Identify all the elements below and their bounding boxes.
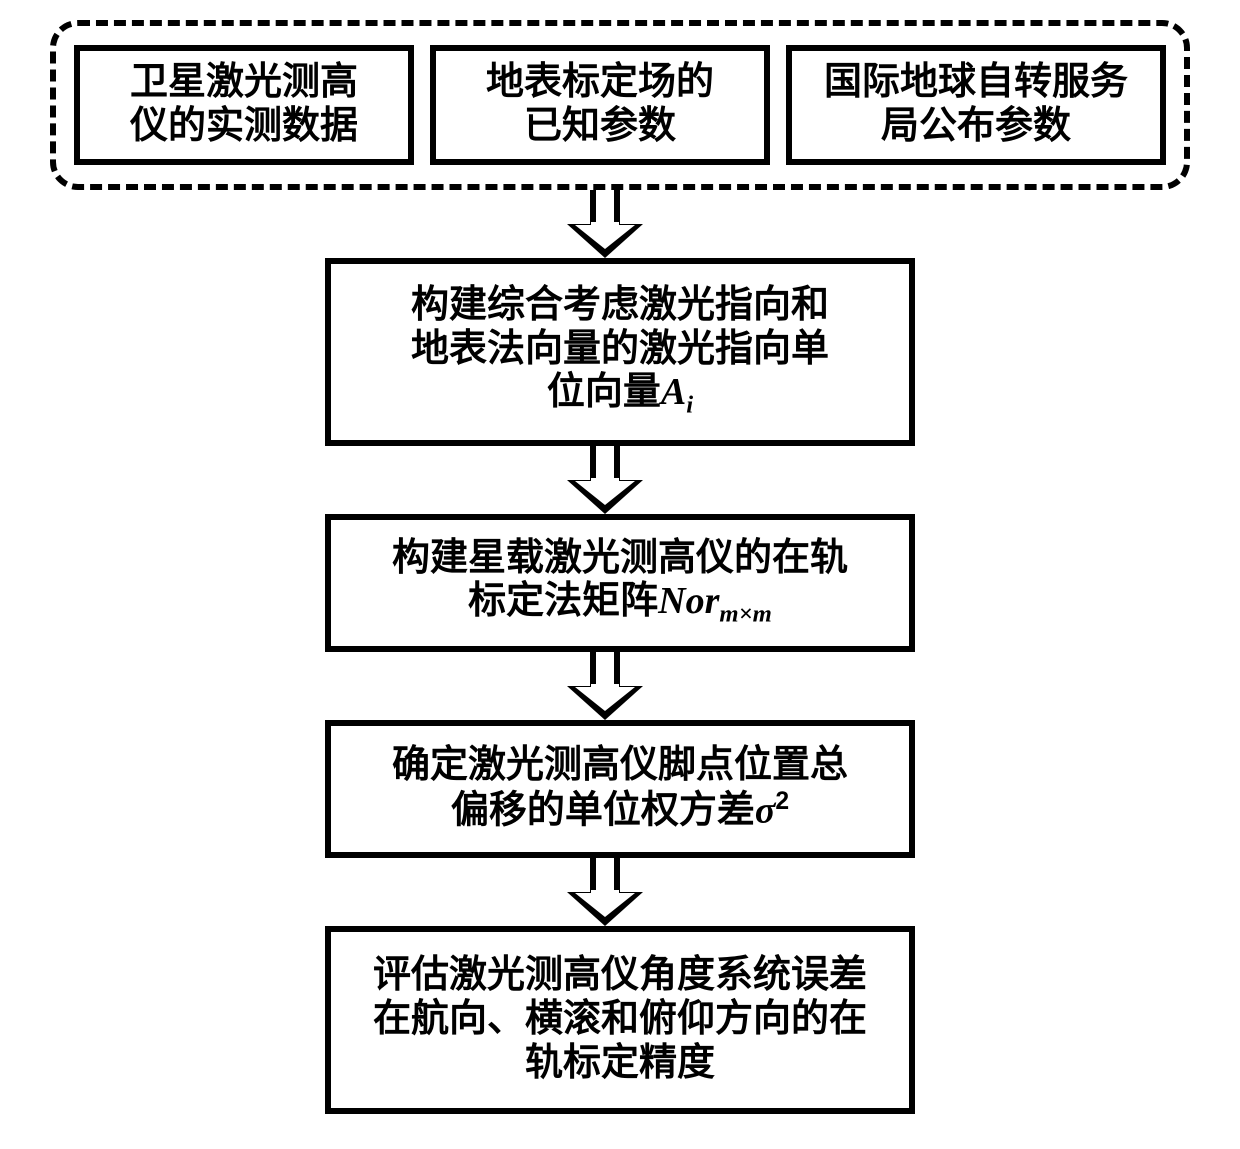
st-1: 构建综合考虑激光指向和地表法向量的激光指向单位向量Ai [325, 258, 915, 446]
in-3: 国际地球自转服务局公布参数 [786, 45, 1166, 165]
ar-1 [567, 190, 643, 224]
in-2: 地表标定场的已知参数 [430, 45, 770, 165]
ar-2 [567, 446, 643, 480]
ar-1-stem [590, 190, 620, 224]
ar-3 [567, 652, 643, 686]
st-1-label: 构建综合考虑激光指向和地表法向量的激光指向单位向量Ai [411, 284, 829, 420]
ar-3-stem [590, 652, 620, 686]
inputs-group: 卫星激光测高仪的实测数据 地表标定场的已知参数 国际地球自转服务局公布参数 [50, 20, 1190, 190]
ar-4 [567, 858, 643, 892]
st-3: 确定激光测高仪脚点位置总偏移的单位权方差σ2 [325, 720, 915, 858]
st-2: 构建星载激光测高仪的在轨标定法矩阵Norm×m [325, 514, 915, 652]
st-3-label: 确定激光测高仪脚点位置总偏移的单位权方差σ2 [392, 744, 848, 833]
in-2-label: 地表标定场的已知参数 [486, 61, 714, 148]
in-3-label: 国际地球自转服务局公布参数 [824, 61, 1128, 148]
ar-2-stem [590, 446, 620, 480]
st-4: 评估激光测高仪角度系统误差在航向、横滚和俯仰方向的在轨标定精度 [325, 926, 915, 1114]
in-1-label: 卫星激光测高仪的实测数据 [130, 61, 358, 148]
st-4-label: 评估激光测高仪角度系统误差在航向、横滚和俯仰方向的在轨标定精度 [373, 954, 867, 1085]
in-1: 卫星激光测高仪的实测数据 [74, 45, 414, 165]
ar-4-stem [590, 858, 620, 892]
st-2-label: 构建星载激光测高仪的在轨标定法矩阵Norm×m [392, 537, 848, 630]
